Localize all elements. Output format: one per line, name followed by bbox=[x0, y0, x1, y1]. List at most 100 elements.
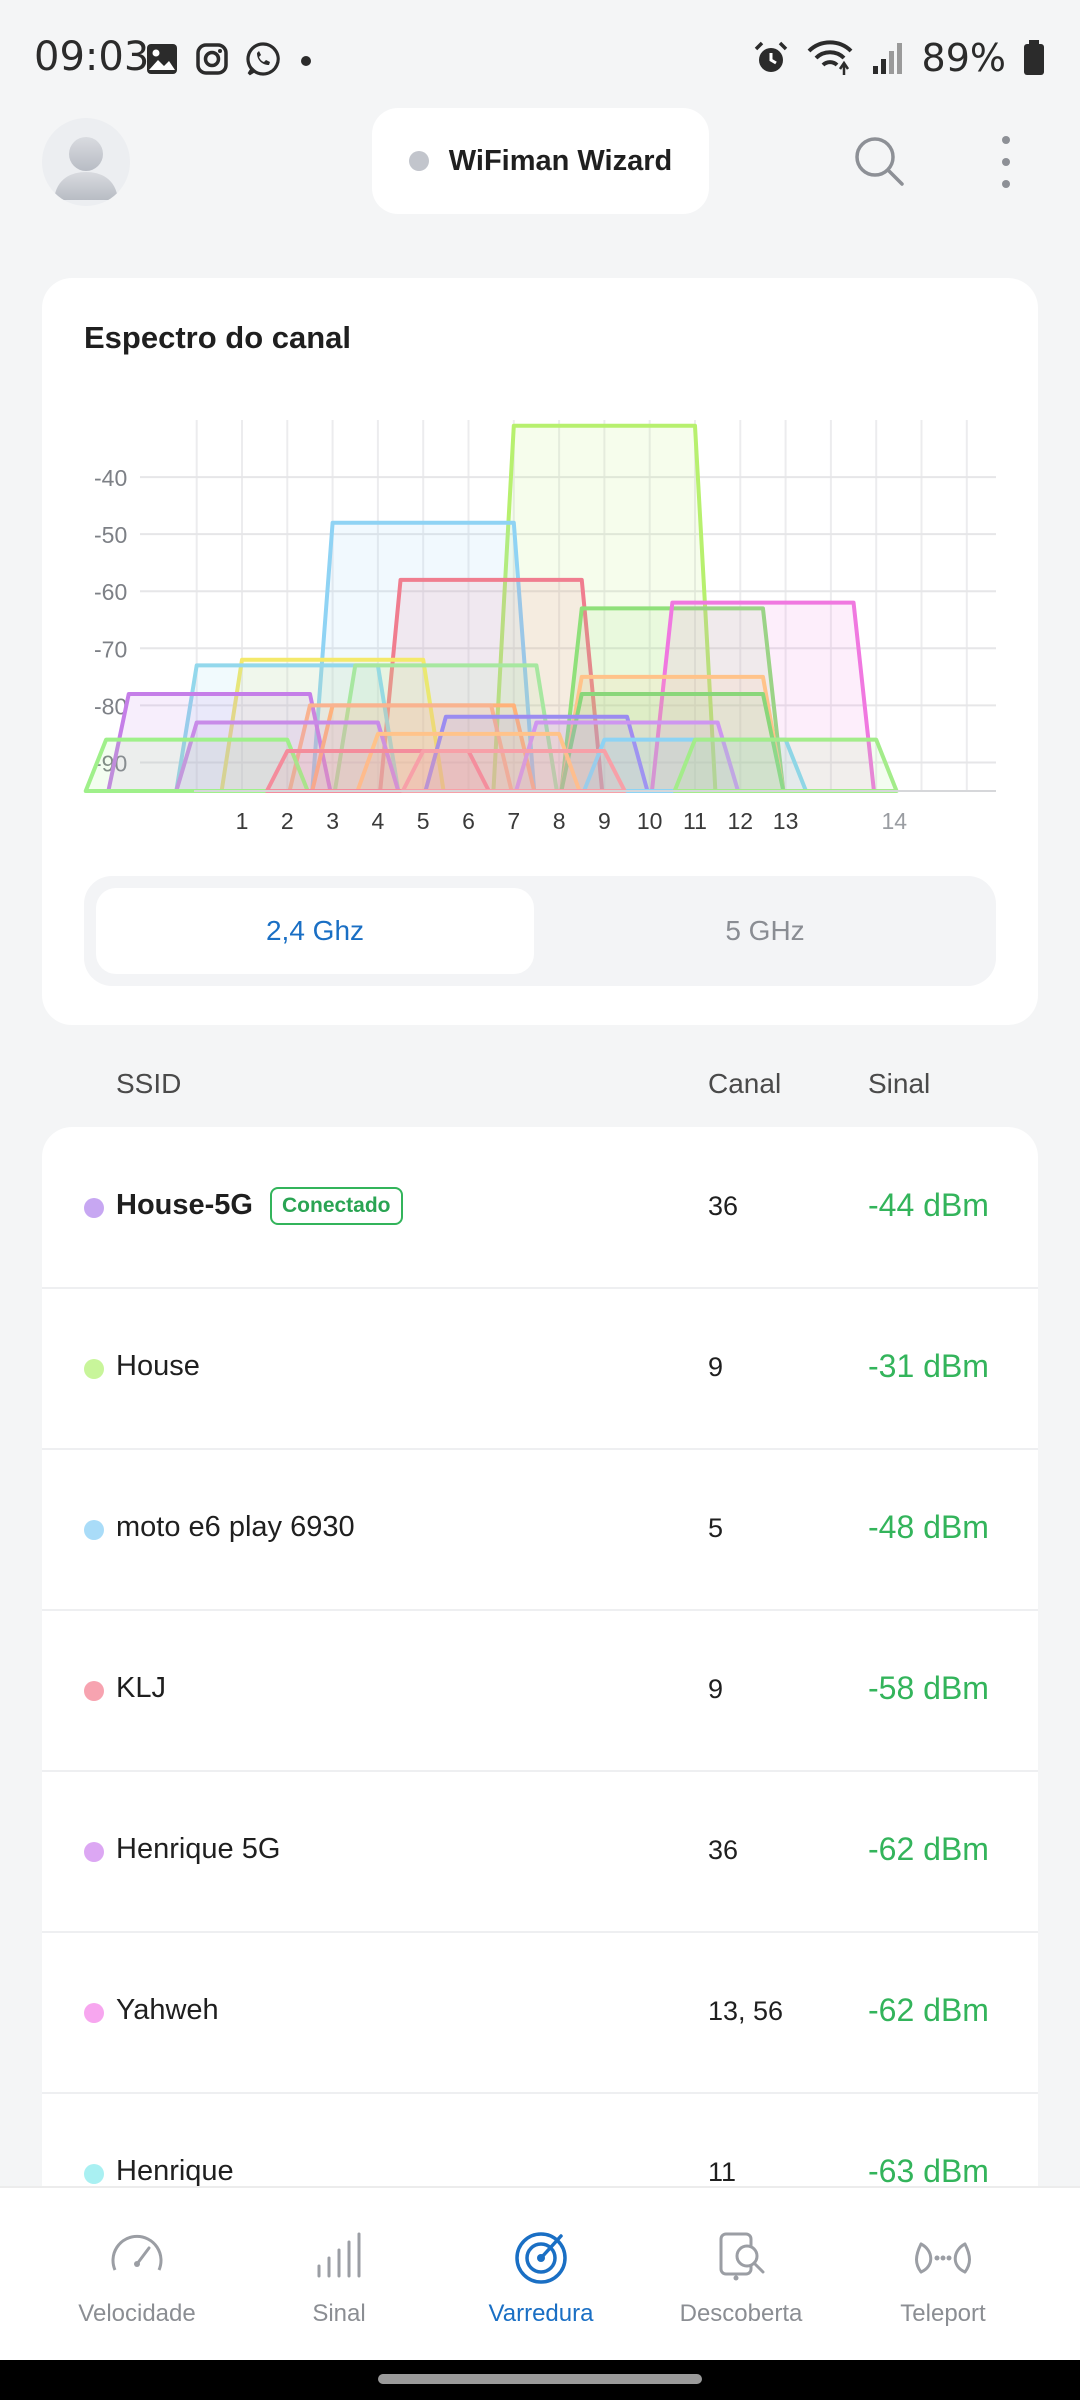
device-search-icon bbox=[719, 2232, 765, 2281]
x-tick-label: 5 bbox=[417, 808, 430, 834]
whatsapp-icon bbox=[246, 42, 280, 76]
search-icon[interactable] bbox=[852, 134, 906, 188]
network-color-dot bbox=[84, 2003, 104, 2023]
nav-velocidade[interactable]: Velocidade bbox=[37, 2188, 237, 2362]
instagram-icon bbox=[196, 43, 228, 75]
x-tick-label: 2 bbox=[281, 808, 294, 834]
nav-label-sinal: Sinal bbox=[312, 2300, 366, 2327]
network-row[interactable]: moto e6 play 6930 5 -48 dBm bbox=[42, 1449, 1038, 1611]
channel-spectrum-chart: -40-50-60-70-80-901 2 3 4 5 6 7 8 9 10 11 12 13 14 bbox=[83, 420, 996, 834]
network-ssid: Henrique 5G bbox=[116, 1833, 281, 1865]
network-signal: -48 dBm bbox=[868, 1509, 989, 1545]
nav-descoberta[interactable]: Descoberta bbox=[641, 2188, 841, 2362]
gallery-icon bbox=[147, 44, 177, 74]
network-color-dot bbox=[84, 1359, 104, 1379]
avatar-icon bbox=[54, 137, 118, 200]
teleport-icon bbox=[915, 2242, 971, 2274]
header-ssid: SSID bbox=[116, 1068, 182, 1099]
bottom-nav: Velocidade Sinal Varredura Descoberta bbox=[0, 2186, 1080, 2362]
network-row[interactable]: Henrique 5G 36 -62 dBm bbox=[42, 1771, 1038, 1933]
system-gesture-area bbox=[0, 2360, 1080, 2400]
band-tab-2-4ghz[interactable]: 2,4 Ghz bbox=[96, 888, 534, 974]
nav-varredura[interactable]: Varredura bbox=[441, 2188, 641, 2362]
home-gesture-bar[interactable] bbox=[378, 2374, 702, 2384]
network-signal: -62 dBm bbox=[868, 1992, 989, 2028]
nav-label-descoberta: Descoberta bbox=[679, 2300, 803, 2327]
nav-label-varredura: Varredura bbox=[488, 2300, 594, 2327]
network-row[interactable]: Yahweh 13, 56 -62 dBm bbox=[42, 1932, 1038, 2094]
nav-label-velocidade: Velocidade bbox=[78, 2300, 196, 2327]
cell-signal-icon bbox=[872, 43, 902, 74]
network-ssid: House-5G bbox=[116, 1189, 253, 1221]
signal-bars-icon bbox=[317, 2232, 361, 2278]
x-tick-label: 4 bbox=[372, 808, 385, 834]
network-signal: -58 dBm bbox=[868, 1670, 989, 1706]
radar-icon bbox=[515, 2232, 567, 2284]
channel-spectrum-card: -40 -50 -60 -70 -80 -90 1 2 3 4 5 6 7 8 9 10 11 12 13 14 Es… bbox=[42, 278, 1038, 1025]
speedometer-icon bbox=[111, 2234, 163, 2271]
network-channel: 9 bbox=[708, 1352, 724, 1382]
network-ssid: House bbox=[116, 1350, 200, 1382]
network-channel: 36 bbox=[708, 1835, 739, 1865]
x-tick-label: 6 bbox=[462, 808, 475, 834]
list-header: SSID Canal Sinal bbox=[0, 1068, 1080, 1108]
dot-icon bbox=[301, 56, 311, 66]
x-tick-label: 14 bbox=[882, 808, 908, 834]
x-tick-label: 11 bbox=[683, 808, 707, 834]
network-color-dot bbox=[84, 1842, 104, 1862]
x-tick-label: 3 bbox=[326, 808, 339, 834]
band-tab-5ghz[interactable]: 5 GHz bbox=[725, 915, 805, 946]
network-color-dot bbox=[84, 2164, 104, 2184]
battery-percent: 89% bbox=[921, 36, 1006, 80]
x-tick-label: 8 bbox=[553, 808, 566, 834]
y-tick-label: -80 bbox=[94, 693, 127, 719]
network-spectrum-shape bbox=[672, 737, 899, 793]
status-bar: 09:03 bbox=[0, 0, 1080, 118]
x-tick-label: 13 bbox=[773, 808, 799, 834]
network-channel: 9 bbox=[708, 1674, 724, 1704]
battery-icon bbox=[1024, 40, 1044, 75]
status-time: 09:03 bbox=[34, 34, 150, 80]
nav-teleport[interactable]: Teleport bbox=[843, 2188, 1043, 2362]
network-row[interactable]: KLJ 9 -58 dBm bbox=[42, 1610, 1038, 1772]
network-ssid: Henrique bbox=[116, 2155, 234, 2187]
wifiman-wizard-button[interactable]: WiFiman Wizard bbox=[372, 108, 709, 214]
avatar[interactable] bbox=[42, 118, 130, 206]
network-list: House-5G Conectado 36 -44 dBm House 9 -31 dBm m… bbox=[42, 1127, 1038, 2187]
network-row[interactable]: Henrique 11 -63 dBm bbox=[42, 2093, 1038, 2187]
more-vertical-icon[interactable] bbox=[992, 134, 1020, 190]
network-channel: 11 bbox=[708, 2157, 737, 2187]
chart-title: Espectro do canal bbox=[84, 320, 352, 355]
nav-sinal[interactable]: Sinal bbox=[239, 2188, 439, 2362]
header-signal: Sinal bbox=[868, 1068, 931, 1099]
alarm-icon bbox=[754, 41, 787, 72]
network-ssid: moto e6 play 6930 bbox=[116, 1511, 355, 1543]
network-channel: 13, 56 bbox=[708, 1996, 784, 2026]
band-toggle: 2,4 Ghz 5 GHz bbox=[84, 876, 996, 986]
y-tick-label: -60 bbox=[94, 579, 127, 605]
y-tick-label: -40 bbox=[94, 465, 127, 491]
y-tick-label: -70 bbox=[94, 636, 127, 662]
nav-label-teleport: Teleport bbox=[900, 2300, 986, 2327]
wifi-icon bbox=[807, 40, 852, 75]
network-channel: 36 bbox=[708, 1191, 739, 1221]
network-ssid: Yahweh bbox=[116, 1994, 219, 2026]
header-channel: Canal bbox=[708, 1068, 782, 1099]
x-tick-label: 1 bbox=[236, 808, 249, 834]
network-channel: 5 bbox=[708, 1513, 724, 1543]
wizard-label: WiFiman Wizard bbox=[448, 144, 673, 177]
network-ssid: KLJ bbox=[116, 1672, 166, 1704]
network-signal: -62 dBm bbox=[868, 1831, 989, 1867]
network-color-dot bbox=[84, 1520, 104, 1540]
network-signal: -31 dBm bbox=[868, 1348, 989, 1384]
x-tick-label: 7 bbox=[507, 808, 520, 834]
x-tick-label: 10 bbox=[637, 808, 663, 834]
x-tick-label: 9 bbox=[598, 808, 611, 834]
network-row[interactable]: House-5G Conectado 36 -44 dBm bbox=[42, 1127, 1038, 1289]
network-color-dot bbox=[84, 1681, 104, 1701]
x-tick-label: 12 bbox=[728, 808, 754, 834]
connected-badge: Conectado bbox=[270, 1187, 403, 1225]
network-signal: -44 dBm bbox=[868, 1187, 989, 1223]
network-spectrum-shape bbox=[400, 749, 627, 793]
network-row[interactable]: House 9 -31 dBm bbox=[42, 1288, 1038, 1450]
